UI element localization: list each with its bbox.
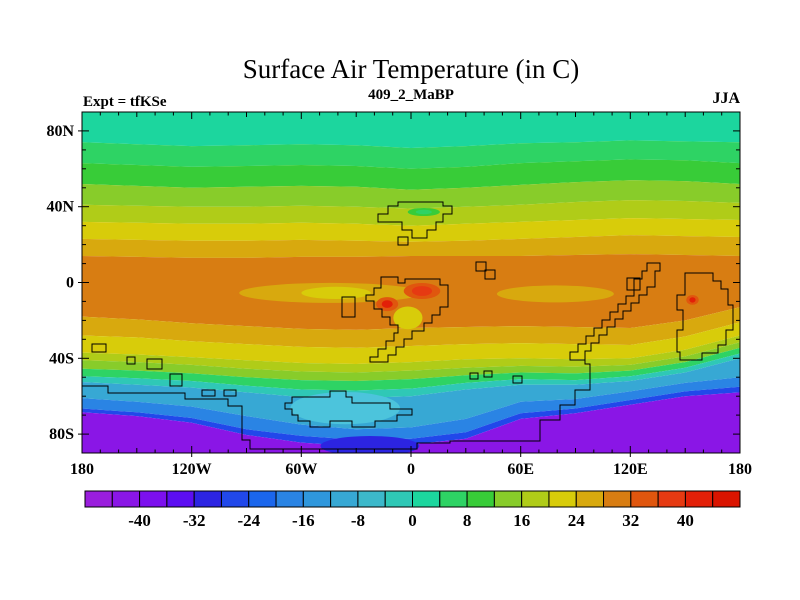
colorbar-cell [548, 490, 577, 508]
temp-band [82, 140, 740, 169]
coastline [82, 360, 591, 450]
temp-anomaly [393, 306, 423, 330]
lat-tick-label: 40S [49, 350, 74, 367]
colorbar-label: 8 [463, 511, 472, 530]
temp-band [82, 392, 740, 453]
island-outline [512, 375, 523, 384]
lat-tick-label: 40N [46, 199, 74, 216]
colorbar-label: 32 [622, 511, 639, 530]
temp-anomaly [411, 286, 433, 296]
colorbar-cell [330, 490, 359, 508]
colorbar-cell [493, 490, 523, 508]
colorbar-label: 16 [513, 511, 530, 530]
colorbar-cell [139, 490, 168, 508]
island-outline [484, 269, 496, 280]
colorbar-cell [575, 490, 605, 508]
island-outline [146, 358, 163, 370]
temp-band [82, 322, 740, 364]
colorbar-cell [84, 490, 113, 508]
lat-tick-label: 80N [46, 123, 74, 140]
lon-tick-label: 0 [407, 461, 415, 478]
map-area [78, 111, 741, 457]
lat-tick-label: 80S [49, 426, 74, 443]
coastline [365, 276, 449, 363]
lon-tick-label: 120E [613, 461, 648, 478]
temp-anomaly [381, 300, 393, 308]
colorbar-cell [521, 490, 550, 508]
island-outline [626, 277, 641, 291]
colorbar-cell [630, 490, 659, 508]
colorbar-cell [712, 490, 741, 508]
island-outline [469, 372, 479, 380]
colorbar-cell [684, 490, 714, 508]
temp-band [82, 386, 740, 447]
lon-tick-label: 60W [285, 461, 317, 478]
coastline [377, 201, 453, 239]
temp-band [82, 159, 740, 190]
lon-tick-label: 180 [70, 461, 94, 478]
island-outline [397, 236, 409, 246]
temp-anomaly [301, 286, 371, 299]
temp-band [82, 335, 740, 373]
colorbar-label: -8 [351, 511, 365, 530]
island-outline [223, 389, 237, 397]
colorbar-cell [111, 490, 141, 508]
colorbar-label: -40 [128, 511, 151, 530]
temp-anomaly [290, 392, 400, 425]
season-label: JJA [712, 90, 740, 107]
colorbar-label: 0 [408, 511, 417, 530]
island-outline [201, 389, 216, 397]
colorbar-cell [302, 490, 332, 508]
colorbar-cell [412, 490, 441, 508]
temperature-field [82, 112, 740, 453]
temp-band [82, 358, 740, 430]
colorbar-cell [193, 490, 222, 508]
island-outline [475, 261, 487, 272]
lat-tick-label: 0 [66, 275, 74, 292]
temp-band [82, 342, 740, 381]
colorbar-label: -16 [292, 511, 315, 530]
temp-anomaly [496, 285, 614, 303]
colorbar-cell [166, 490, 195, 508]
colorbar-cell [220, 490, 250, 508]
colorbar-cell [357, 490, 386, 508]
temp-band [82, 307, 740, 348]
island-outline [126, 356, 136, 365]
colorbar-cell [657, 490, 686, 508]
temp-anomaly [689, 297, 696, 303]
colorbar-label: 40 [677, 511, 694, 530]
colorbar-label: 24 [568, 511, 586, 530]
colorbar: -40 -32 -24 -16 -8 0 8 16 24 32 40 [84, 490, 741, 530]
temp-band [82, 353, 740, 399]
coastline [284, 390, 413, 428]
temp-band [82, 235, 740, 258]
island-outline [341, 296, 356, 318]
temp-anomaly [415, 209, 432, 215]
colorbar-cell [248, 490, 277, 508]
island-outline [483, 370, 493, 378]
experiment-label: Expt = tfKSe [83, 94, 167, 110]
lon-tick-label: 60E [507, 461, 534, 478]
island-outline [91, 343, 107, 353]
temp-band [82, 180, 740, 209]
island-outline [169, 373, 183, 387]
lon-tick-label: 120W [172, 461, 212, 478]
temp-band [82, 347, 740, 391]
colorbar-cell [439, 490, 468, 508]
chart-title: Surface Air Temperature (in C) [242, 54, 580, 84]
coastline [676, 272, 734, 361]
colorbar-label: -24 [237, 511, 260, 530]
colorbar-cell [466, 490, 495, 508]
colorbar-cell [275, 490, 304, 508]
colorbar-label: -32 [183, 511, 206, 530]
colorbar-cell [384, 490, 413, 508]
temp-band [82, 377, 740, 440]
chart-subtitle: 409_2_MaBP [368, 87, 454, 103]
lon-tick-label: 180 [728, 461, 752, 478]
temp-band [82, 112, 740, 148]
colorbar-cell [603, 490, 632, 508]
